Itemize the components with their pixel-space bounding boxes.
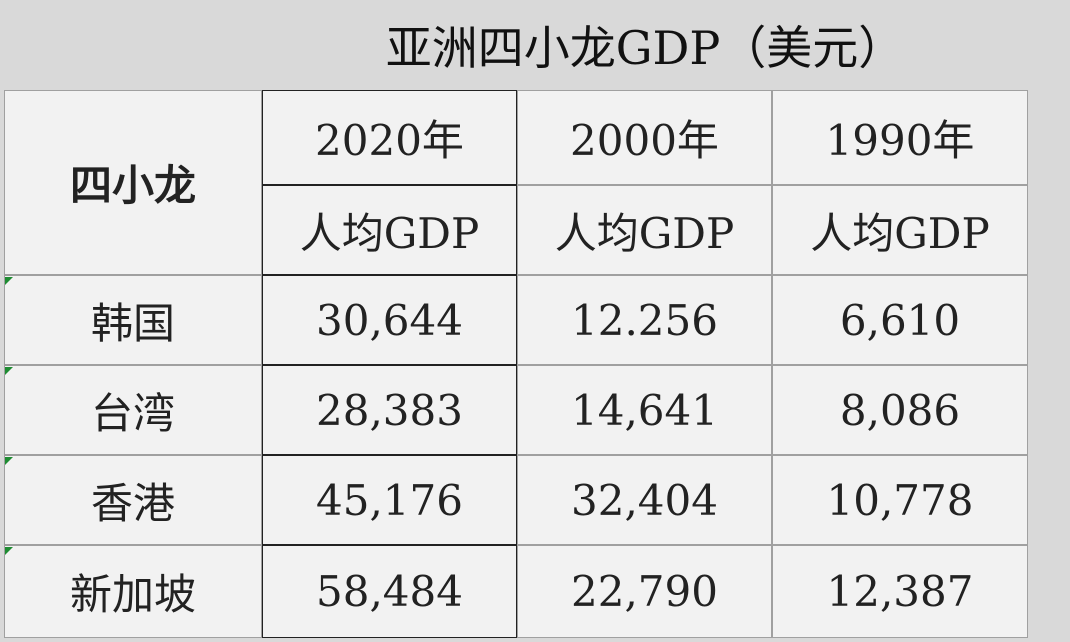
corner-header: 四小龙 — [4, 90, 262, 275]
data-cell: 14,641 — [517, 365, 772, 455]
data-cell: 28,383 — [262, 365, 517, 455]
table-title: 亚洲四小龙GDP（美元） — [385, 21, 905, 75]
cell-marker — [5, 547, 13, 555]
sub-header: 人均GDP — [517, 185, 772, 275]
row-label: 香港 — [4, 455, 262, 545]
sub-header: 人均GDP — [772, 185, 1028, 275]
data-cell: 58,484 — [262, 545, 517, 638]
row-label: 台湾 — [4, 365, 262, 455]
data-cell: 45,176 — [262, 455, 517, 545]
cell-marker — [5, 367, 13, 375]
year-header: 2020年 — [262, 90, 517, 185]
data-cell: 6,610 — [772, 275, 1028, 365]
sub-header: 人均GDP — [262, 185, 517, 275]
data-cell: 10,778 — [772, 455, 1028, 545]
data-cell: 8,086 — [772, 365, 1028, 455]
data-cell: 32,404 — [517, 455, 772, 545]
cell-marker — [5, 277, 13, 285]
data-cell: 12,387 — [772, 545, 1028, 638]
year-header: 1990年 — [772, 90, 1028, 185]
year-header: 2000年 — [517, 90, 772, 185]
cell-marker — [5, 457, 13, 465]
data-cell: 30,644 — [262, 275, 517, 365]
row-label: 韩国 — [4, 275, 262, 365]
data-cell: 22,790 — [517, 545, 772, 638]
data-cell: 12.256 — [517, 275, 772, 365]
row-label: 新加坡 — [4, 545, 262, 638]
